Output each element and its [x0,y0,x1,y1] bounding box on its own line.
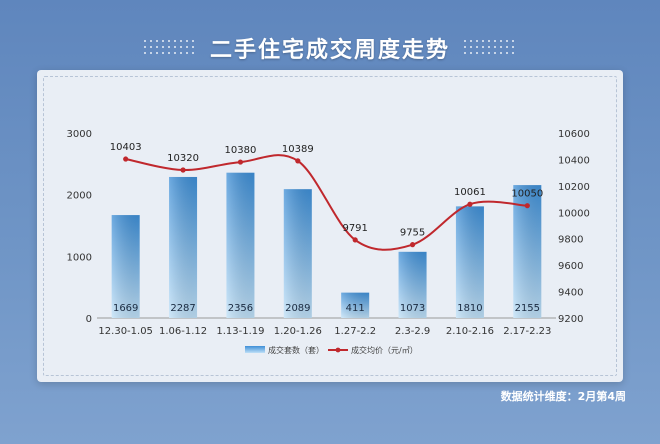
price-value-label: 10403 [110,142,142,153]
x-tick-label: 2.10-2.16 [446,326,494,337]
x-tick-label: 2.3-2.9 [395,326,430,337]
price-point [467,201,473,207]
price-value-label: 10061 [454,187,486,198]
bar-value-label: 2287 [170,303,195,314]
x-tick-label: 2.17-2.23 [503,326,551,337]
footnote: 数据统计维度：2月第4周 [500,390,626,403]
y-left-tick-label: 2000 [67,191,92,202]
price-value-label: 9755 [400,228,425,239]
price-value-label: 10389 [282,144,314,155]
y-right-tick-label: 10000 [558,208,590,219]
price-point [524,203,530,209]
price-value-label: 9791 [342,223,367,234]
x-tick-label: 1.27-2.2 [334,326,376,337]
price-point [237,159,244,165]
bar-shade [111,215,140,318]
decor-dots-left-icon [143,40,196,56]
title-bar: 二手住宅成交周度走势 [0,28,660,68]
price-point [180,167,186,173]
y-right-tick-label: 9800 [558,235,583,246]
bar-value-label: 1810 [457,303,482,314]
bar-shade [226,172,255,318]
legend-bar-swatch [245,346,265,353]
bar-value-label: 1073 [400,303,425,314]
chart-panel-border [43,76,617,376]
x-tick-label: 1.20-1.26 [274,326,322,337]
bar-shade [283,189,312,318]
x-tick-label: 1.06-1.12 [159,326,207,337]
bar-value-label: 411 [346,303,365,314]
price-value-label: 10050 [511,189,543,200]
bar-value-label: 2356 [228,303,253,314]
y-left-tick-label: 1000 [67,252,92,263]
price-point [409,242,416,248]
y-left-tick-label: 0 [86,314,92,325]
price-point [123,156,129,162]
y-right-tick-label: 10600 [558,129,590,140]
y-right-tick-label: 9400 [558,288,583,299]
price-point [352,237,358,243]
bar-shade [455,206,484,318]
decor-dots-right-icon [464,40,516,56]
page-title: 二手住宅成交周度走势 [209,38,450,63]
price-value-label: 10380 [225,145,257,156]
y-right-tick-label: 10200 [558,182,590,193]
bar-shade [341,292,370,318]
y-right-tick-label: 9600 [558,261,583,272]
bar-shade [169,176,198,318]
legend-line-label: 成交均价（元/㎡） [351,345,418,355]
bar-value-label: 1669 [113,303,138,314]
price-point [295,158,301,164]
y-left-tick-label: 3000 [67,129,92,140]
x-tick-label: 1.13-1.19 [216,326,264,337]
bar-shade [398,251,427,318]
price-series-line [125,154,528,251]
x-tick-label: 12.30-1.05 [98,326,153,337]
bar-value-label: 2155 [515,303,540,314]
legend-line-marker [335,347,341,353]
legend-bar-label: 成交套数（套） [268,345,324,355]
y-right-tick-label: 10400 [558,155,590,166]
bar-value-label: 2089 [285,303,310,314]
y-right-tick-label: 9200 [558,314,583,325]
price-value-label: 10320 [167,153,199,164]
